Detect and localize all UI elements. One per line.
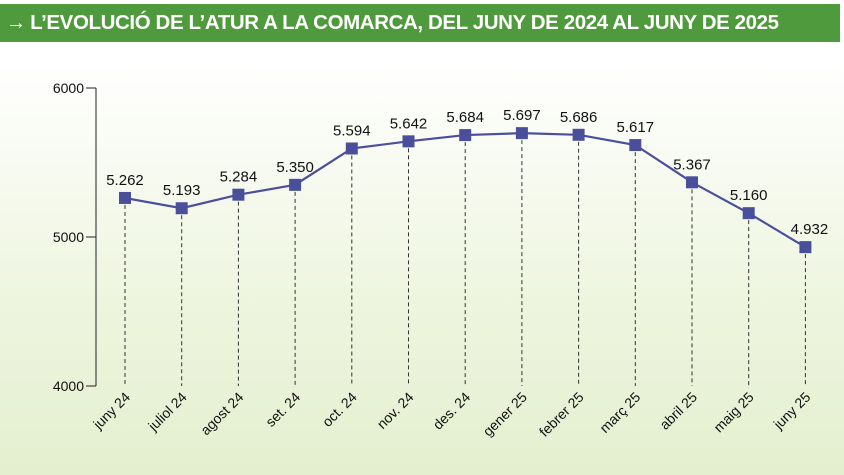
- chart-title-banner: → L’EVOLUCIÓ DE L’ATUR A LA COMARCA, DEL …: [0, 4, 840, 42]
- data-point-marker: [289, 178, 302, 191]
- data-point-marker: [232, 188, 245, 201]
- data-label: 5.684: [446, 109, 484, 126]
- x-tick-label: juliol 24: [144, 389, 190, 435]
- y-tick-label: 4000: [53, 378, 84, 394]
- x-tick-label: juny 24: [89, 389, 133, 433]
- x-tick-label: agost 24: [197, 389, 246, 438]
- data-point-marker: [629, 139, 642, 152]
- data-label: 5.284: [220, 169, 258, 186]
- x-tick-label: des. 24: [430, 389, 474, 433]
- data-point-marker: [572, 128, 585, 141]
- data-point-marker: [799, 241, 812, 254]
- chart-title: L’EVOLUCIÓ DE L’ATUR A LA COMARCA, DEL J…: [30, 11, 779, 34]
- data-label: 5.686: [560, 109, 598, 126]
- data-point-marker: [686, 176, 698, 189]
- x-tick-label: juny 25: [770, 389, 814, 433]
- data-point-marker: [402, 135, 415, 148]
- data-label: 5.697: [503, 107, 541, 124]
- x-tick-label: set. 24: [262, 389, 303, 430]
- data-label: 5.594: [333, 122, 371, 139]
- x-tick-label: febrer 25: [536, 389, 587, 440]
- data-label: 5.193: [163, 182, 201, 199]
- x-tick-label: maig 25: [710, 389, 757, 436]
- x-tick-label: abril 25: [656, 389, 700, 433]
- x-tick-label: març 25: [596, 389, 643, 436]
- data-label: 5.617: [617, 119, 655, 136]
- data-point-marker: [345, 142, 358, 155]
- data-label: 5.350: [276, 159, 314, 176]
- data-point-marker: [119, 191, 131, 204]
- data-point-marker: [742, 207, 755, 220]
- data-label: 5.160: [730, 187, 768, 204]
- x-tick-label: gener 25: [480, 389, 531, 440]
- data-label: 4.932: [791, 221, 829, 238]
- x-tick-label: oct. 24: [319, 389, 360, 430]
- data-point-marker: [459, 129, 472, 142]
- data-point-marker: [515, 127, 528, 140]
- data-label: 5.262: [106, 172, 144, 189]
- x-tick-label: nov. 24: [374, 389, 417, 432]
- data-label: 5.367: [673, 156, 711, 173]
- y-tick-label: 6000: [53, 80, 84, 96]
- arrow-icon: →: [6, 11, 27, 34]
- y-tick-label: 5000: [53, 229, 84, 245]
- data-point-marker: [175, 202, 188, 215]
- data-label: 5.642: [390, 115, 428, 132]
